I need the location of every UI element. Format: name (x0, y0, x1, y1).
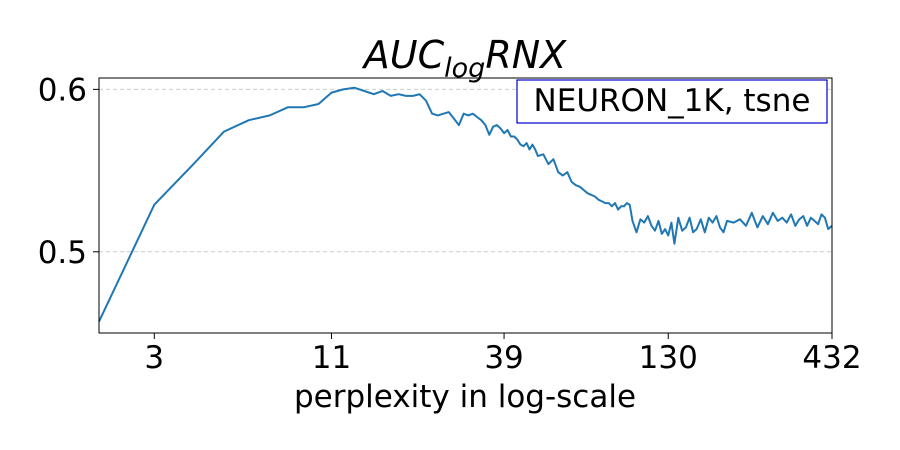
title-subscript: log (444, 53, 485, 84)
chart-title: AUClogRNX (361, 33, 567, 84)
x-axis-label: perplexity in log-scale (294, 379, 636, 415)
x-tick-label: 3 (144, 340, 164, 376)
x-tick-label: 39 (484, 340, 523, 376)
x-ticks: 3 11 39 130 432 (144, 333, 862, 376)
plot-frame (98, 77, 833, 334)
x-tick-label: 130 (639, 340, 698, 376)
legend: NEURON_1K, tsne (516, 79, 828, 124)
title-rest: RNX (485, 33, 567, 77)
x-tick-label: 432 (802, 340, 861, 376)
y-tick-label: 0.6 (38, 72, 87, 108)
legend-text: NEURON_1K, tsne (534, 83, 811, 119)
y-tick-label: 0.5 (38, 235, 87, 271)
y-ticks: 0.5 0.6 (38, 72, 99, 271)
legend-box (516, 79, 828, 124)
x-tick-label: 11 (312, 340, 351, 376)
title-main: AUC (361, 33, 445, 77)
series-layer (98, 86, 833, 323)
series-line (98, 86, 833, 323)
